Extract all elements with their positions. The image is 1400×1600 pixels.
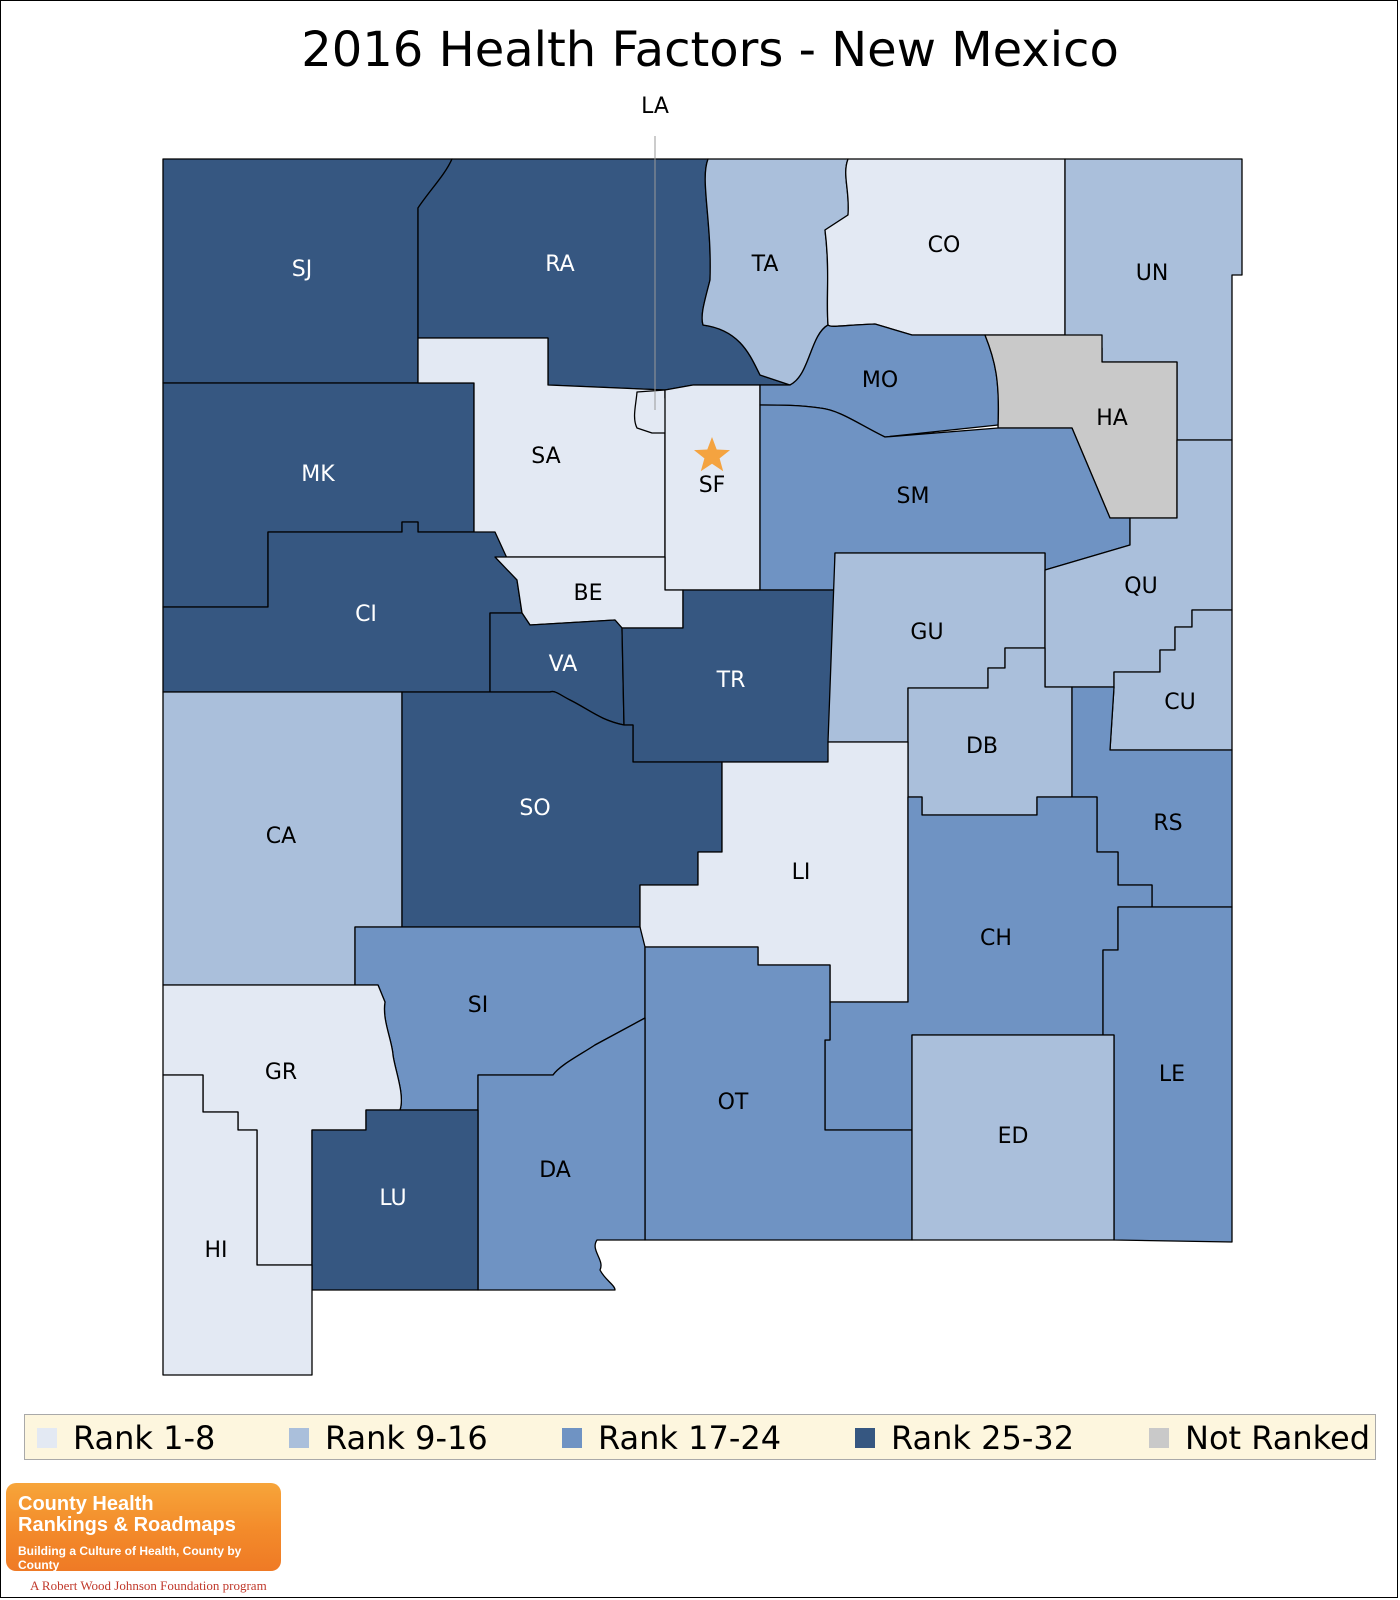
- legend-label: Rank 9-16: [325, 1419, 488, 1457]
- county-label-sm: SM: [897, 484, 930, 509]
- legend-label: Not Ranked: [1185, 1419, 1371, 1457]
- county-label-ed: ED: [998, 1124, 1029, 1149]
- logo-line-1: County Health: [18, 1493, 154, 1515]
- legend-swatch: [1149, 1428, 1169, 1448]
- county-da[interactable]: [477, 1017, 646, 1291]
- capital-star-icon: [694, 437, 730, 472]
- county-hi[interactable]: [162, 1074, 313, 1376]
- county-label-cu: CU: [1164, 690, 1195, 715]
- county-label-ch: CH: [980, 926, 1012, 951]
- county-label-tr: TR: [716, 668, 746, 693]
- county-label-sa: SA: [531, 444, 560, 469]
- county-labels: SJ RA TA CO UN MK SA LA SF MO HA SM CI BE VA TR GU QU CU DB…: [204, 94, 1195, 1263]
- rwjf-program-note: A Robert Wood Johnson Foundation program: [30, 1578, 267, 1593]
- logo-line-2: Rankings & Roadmaps: [18, 1514, 236, 1536]
- county-label-gr: GR: [265, 1060, 297, 1085]
- legend-swatch: [855, 1428, 875, 1448]
- county-label-ra: RA: [545, 252, 574, 277]
- county-label-un: UN: [1136, 261, 1169, 286]
- county-label-la: LA: [641, 94, 669, 119]
- chrr-logo: County Health Rankings & Roadmaps Buildi…: [6, 1483, 281, 1572]
- county-label-co: CO: [928, 233, 961, 258]
- legend: Rank 1-8 Rank 9-16 Rank 17-24 Rank 25-32…: [24, 1414, 1376, 1460]
- county-label-li: LI: [792, 860, 811, 885]
- county-ha[interactable]: [984, 334, 1178, 519]
- legend-item-rank-17-24: Rank 17-24: [562, 1415, 781, 1461]
- county-label-ci: CI: [355, 602, 377, 627]
- legend-item-rank-25-32: Rank 25-32: [855, 1415, 1074, 1461]
- county-label-mk: MK: [301, 462, 335, 487]
- county-label-hi: HI: [204, 1238, 227, 1263]
- county-ed[interactable]: [911, 1034, 1115, 1241]
- county-label-db: DB: [966, 734, 998, 759]
- new-mexico-county-map: SJ RA TA CO UN MK SA LA SF MO HA SM CI BE VA TR GU QU CU DB…: [162, 94, 1243, 1376]
- legend-swatch: [37, 1428, 57, 1448]
- county-label-lu: LU: [379, 1186, 406, 1211]
- county-label-ha: HA: [1096, 406, 1128, 431]
- legend-item-not-ranked: Not Ranked: [1149, 1415, 1370, 1461]
- county-label-da: DA: [539, 1158, 571, 1183]
- legend-label: Rank 17-24: [598, 1419, 782, 1457]
- county-label-va: VA: [549, 652, 578, 677]
- map-title: 2016 Health Factors - New Mexico: [301, 22, 1119, 78]
- legend-item-rank-1-8: Rank 1-8: [37, 1415, 215, 1461]
- county-label-so: SO: [519, 796, 550, 821]
- county-label-sf: SF: [699, 473, 726, 498]
- county-label-ot: OT: [718, 1090, 749, 1115]
- county-label-sj: SJ: [292, 257, 312, 282]
- county-label-gu: GU: [910, 620, 943, 645]
- county-shapes: [162, 158, 1243, 1376]
- logo-tagline: Building a Culture of Health, County by …: [18, 1544, 242, 1572]
- county-label-ca: CA: [266, 824, 296, 849]
- legend-swatch: [562, 1428, 582, 1448]
- county-label-rs: RS: [1153, 811, 1182, 836]
- county-label-ta: TA: [751, 252, 779, 277]
- legend-label: Rank 1-8: [73, 1419, 216, 1457]
- legend-swatch: [289, 1428, 309, 1448]
- county-label-be: BE: [574, 581, 603, 606]
- county-label-mo: MO: [862, 368, 898, 393]
- legend-item-rank-9-16: Rank 9-16: [289, 1415, 488, 1461]
- legend-label: Rank 25-32: [891, 1419, 1075, 1457]
- county-label-qu: QU: [1124, 574, 1157, 599]
- county-label-le: LE: [1159, 1062, 1185, 1087]
- county-label-si: SI: [468, 993, 488, 1018]
